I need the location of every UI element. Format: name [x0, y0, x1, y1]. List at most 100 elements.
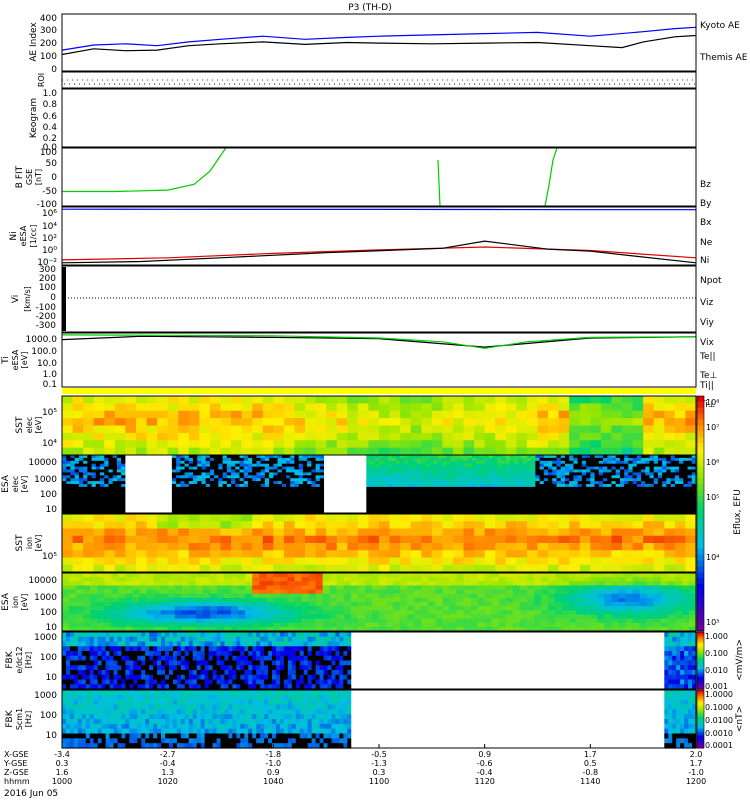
fbk1-ylabel-1: FBK: [5, 650, 15, 668]
fbk1-ylabel-2: e/dc12: [15, 646, 24, 673]
ti-tick: 0.1: [43, 380, 57, 390]
legend-te-perp: Te⊥: [699, 371, 718, 381]
fbk-b-colorbar: <nT> 1.0000 0.1000 0.0100 0.0010 0.0001: [705, 690, 745, 750]
spec2-tick: 100: [40, 490, 57, 500]
ti-ylabel-1: Ti: [1, 356, 11, 365]
x-axis-tick-label: 0.3: [56, 759, 69, 768]
x-axis-tick-label: 1.6: [56, 768, 69, 777]
ae-tick: 300: [40, 26, 57, 36]
x-axis-tick-label: -0.4: [160, 759, 176, 768]
x-axis-tick-label: 0.5: [584, 759, 597, 768]
ni-tick: 10⁴: [42, 222, 57, 232]
ae-frame: [61, 13, 697, 72]
eflux-tick: 10⁷: [706, 423, 719, 432]
spec2-tick: 10000: [28, 458, 57, 468]
spec3-ylabel-3: [eV]: [34, 535, 43, 552]
spec2-frame: [61, 454, 697, 514]
ti-par-line: [61, 334, 697, 349]
spec4-tick: 100: [40, 608, 57, 618]
x-axis-tick-label: -0.8: [582, 768, 598, 777]
ni-tick: 10⁰: [42, 246, 57, 256]
ni-ylabel-2: eESA: [19, 225, 28, 246]
fbk2-tick: 100: [40, 711, 57, 721]
bfit-tick: 100: [40, 148, 57, 158]
fbk-e-spectrogram: [62, 632, 697, 690]
x-axis-tick-label: -0.6: [477, 759, 493, 768]
bfield-spike-1: [437, 159, 441, 207]
keogram-frame: [61, 88, 697, 148]
fbk-b-spectrogram: [62, 690, 697, 749]
keogram-tick: 1.0: [43, 89, 58, 99]
x-axis-date: 2016 Jun 05: [4, 789, 58, 799]
bfit-tick: 0: [51, 173, 57, 183]
fbk-b-colorbar-gradient: [696, 689, 705, 749]
legend-bz: Bz: [700, 180, 711, 190]
esa-ion-spectrogram: [62, 573, 697, 632]
ti-tick: 100.0: [31, 347, 57, 357]
bfit-tick: 50: [46, 159, 58, 169]
fbk1-ylabel-3: [Hz]: [24, 652, 33, 668]
ni-panel: Ni eESA [1/cc] 10⁶ 10⁴ 10² 10⁰ 10⁻² Ne N…: [9, 206, 722, 286]
bfield-line: [62, 147, 227, 193]
legend-bx: Bx: [700, 218, 712, 228]
spec3-frame: [61, 513, 697, 573]
keogram-ylabel: Keogram: [29, 98, 39, 138]
x-axis-tick-label: -0.4: [477, 768, 493, 777]
fbk-e-colorbar-gradient: [696, 631, 705, 690]
legend-ti-par: Ti||: [699, 381, 714, 391]
x-axis-tick-label: -1.0: [688, 768, 704, 777]
fbk2-tick: 1000: [34, 691, 57, 701]
legend-npot: Npot: [700, 276, 722, 286]
ni-frame: [61, 206, 697, 266]
spectrogram-layer: [62, 396, 697, 749]
x-axis-tick-label: 1040: [263, 777, 283, 786]
fbk-b-tick: 0.0010: [705, 729, 733, 738]
vi-panel: Vi [km/s] 300 200 100 0 -100 -200 -300 V…: [11, 265, 714, 348]
fbk1-frame: [61, 631, 697, 690]
sst-electron-spectrogram: [62, 396, 697, 456]
spec3-ylabel-1: SST: [15, 534, 25, 551]
roi-ylabel: ROI: [37, 73, 46, 87]
bfit-tick: -100: [37, 200, 58, 210]
legend-vix: Vix: [700, 338, 714, 348]
x-axis-tick-label: 1020: [158, 777, 178, 786]
ti-tick: 10.0: [37, 359, 57, 369]
legend-ti-perp: Ti⊥: [699, 400, 716, 410]
npot-line: [61, 246, 697, 261]
x-axis-tick-label: 1000: [52, 777, 72, 786]
fbk2-ylabel-2: Scm1: [15, 708, 24, 730]
keogram-tick: 0.8: [43, 100, 58, 110]
ni-tick: 10⁻²: [37, 258, 57, 268]
spec1-ylabel-1: SST: [15, 416, 25, 433]
vi-ylabel-2: [km/s]: [23, 286, 32, 312]
bfit-tick: -50: [42, 187, 57, 197]
vi-tick: 300: [39, 265, 56, 275]
x-axis-tick-label: 0.9: [478, 750, 491, 759]
ti-tick: 1.0: [43, 370, 58, 380]
x-axis-tick-label: -0.5: [371, 750, 387, 759]
vi-tick: 0: [50, 293, 56, 303]
ni-tick: 10⁶: [42, 209, 57, 219]
ti-ylabel-2: eESA: [11, 349, 20, 370]
fbk1-tick: 100: [40, 653, 57, 663]
fbk-e-tick: 0.001: [705, 682, 728, 691]
x-axis-tick-label: 0.3: [373, 768, 386, 777]
spec4-ylabel-2: ion: [11, 596, 20, 608]
bfit-ylabel-3: [nT]: [34, 169, 43, 185]
x-axis-tick-label: -1.3: [371, 759, 387, 768]
ti-frame: [61, 332, 697, 388]
spec3-ylabel-2: ion: [25, 537, 34, 549]
keogram-tick: 0.2: [43, 134, 57, 144]
bfit-frame: [61, 147, 697, 207]
spec3-tick: 10⁵: [42, 552, 57, 562]
fbk-b-colorbar-label: <nT>: [735, 706, 745, 732]
legend-te-par: Te||: [699, 352, 716, 362]
bfit-ylabel-2: GSE: [25, 169, 34, 185]
ne-line: [61, 208, 696, 211]
spec4-frame: [61, 572, 697, 632]
x-axis-row-label: Y-GSE: [3, 759, 27, 768]
fbk2-tick: 10: [46, 731, 58, 741]
x-axis-tick-label: 1140: [580, 777, 600, 786]
ti-panel: Ti eESA [eV] 1000.0 100.0 10.0 1.0 0.1 T…: [1, 332, 718, 410]
